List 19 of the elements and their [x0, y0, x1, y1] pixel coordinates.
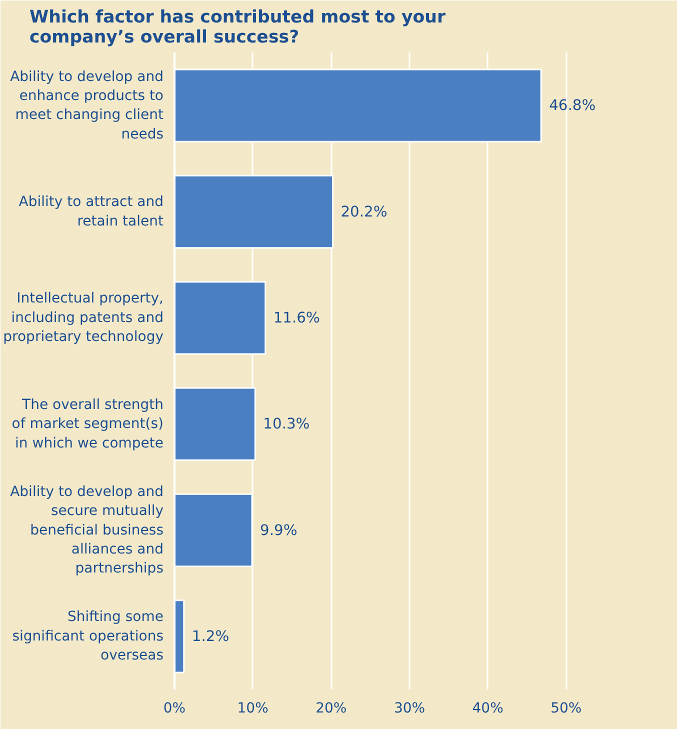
y-tick-label: Ability to develop and secure mutually beneficial business alliances and partnerships — [10, 484, 164, 577]
data-label: 1.2% — [192, 628, 230, 645]
y-tick-label: Ability to attract and retain talent — [18, 194, 164, 230]
x-tick-label: 40% — [472, 700, 504, 716]
x-tick-label: 10% — [237, 700, 268, 716]
y-tick-label: The overall strength of market segment(s) in which we compete — [12, 396, 164, 452]
x-tick-label: 20% — [316, 700, 347, 716]
x-tick-label: 50% — [550, 700, 582, 716]
data-label: 20.2% — [340, 203, 388, 220]
y-tick-label: Ability to develop and enhance products to meet changing client needs — [10, 68, 164, 142]
x-tick-label: 30% — [394, 700, 426, 716]
y-tick-label: Shifting some significant operations overseas — [12, 609, 164, 664]
data-label: 46.8% — [549, 97, 596, 114]
chart-title: Which factor has contributed most to your company’s overall success? — [30, 8, 446, 48]
data-label: 9.9% — [260, 522, 298, 539]
y-tick-label: Intellectual property, including patents and proprietary technology — [3, 290, 164, 346]
x-tick-label: 0% — [163, 700, 186, 716]
data-label: 11.6% — [273, 309, 320, 326]
data-label: 10.3% — [263, 416, 310, 433]
